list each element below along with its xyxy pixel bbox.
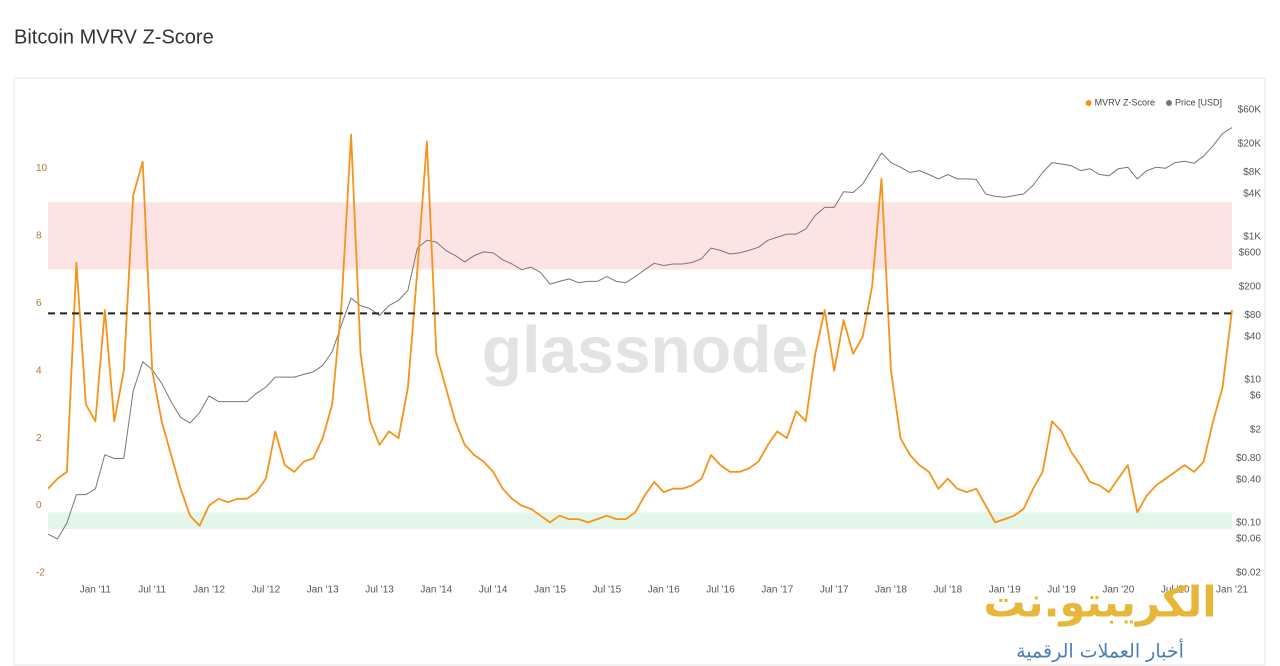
y-tick-label: 4 xyxy=(36,365,42,376)
x-tick-label: Jul '12 xyxy=(252,585,281,596)
x-tick-label: Jul '19 xyxy=(1047,585,1076,596)
y2-tick-label: $0.10 xyxy=(1236,518,1261,529)
x-tick-label: Jan '11 xyxy=(80,585,112,596)
x-tick-label: Jul '13 xyxy=(365,585,394,596)
x-tick-label: Jul '18 xyxy=(934,585,963,596)
logo-tagline: أخبار العملات الرقمية xyxy=(1016,639,1184,663)
y2-tick-label: $40 xyxy=(1244,332,1261,343)
x-tick-label: Jan '13 xyxy=(307,585,339,596)
x-tick-label: Jul '17 xyxy=(820,585,849,596)
x-tick-label: Jan '16 xyxy=(648,585,680,596)
plot-background xyxy=(48,202,1232,530)
y-tick-label: 10 xyxy=(36,163,48,174)
x-tick-label: Jan '18 xyxy=(875,585,907,596)
y-tick-label: 8 xyxy=(36,230,42,241)
band xyxy=(48,512,1232,530)
y2-tick-label: $10 xyxy=(1244,375,1261,386)
y2-tick-label: $600 xyxy=(1239,248,1262,259)
x-tick-label: Jan '15 xyxy=(534,585,566,596)
chart-frame xyxy=(13,77,1266,666)
y2-tick-label: $8K xyxy=(1243,167,1261,178)
logo-name: الكريبتو.نت xyxy=(983,578,1216,628)
y-tick-label: 0 xyxy=(36,500,42,511)
x-tick-label: Jan '21 xyxy=(1216,585,1248,596)
y-tick-label: 6 xyxy=(36,298,42,309)
x-tick-label: Jan '19 xyxy=(989,585,1021,596)
series-line xyxy=(47,133,1233,527)
x-tick-label: Jan '17 xyxy=(761,585,793,596)
y2-tick-label: $0.06 xyxy=(1236,534,1261,545)
x-tick-label: Jul '14 xyxy=(479,585,508,596)
legend-label: MVRV Z-Score xyxy=(1095,97,1155,107)
chart-title: Bitcoin MVRV Z-Score xyxy=(14,26,214,48)
y2-tick-label: $6 xyxy=(1250,391,1262,402)
x-tick-label: Jan '12 xyxy=(193,585,225,596)
y2-tick-label: $20K xyxy=(1238,139,1262,150)
y-tick-label: -2 xyxy=(36,568,45,579)
band xyxy=(48,202,1232,270)
y2-tick-label: $4K xyxy=(1243,189,1261,200)
x-tick-label: Jan '20 xyxy=(1102,585,1134,596)
x-tick-label: Jul '15 xyxy=(593,585,622,596)
x-tick-label: Jul '20 xyxy=(1161,585,1190,596)
x-tick-label: Jan '14 xyxy=(420,585,452,596)
y2-tick-label: $0.80 xyxy=(1236,453,1261,464)
watermark: glassnode xyxy=(482,312,808,386)
plot: -2 0 2 4 6 8 10 $60K $20K $8K $4K $1K $600 $200 $80 $40… xyxy=(36,97,1261,595)
y2-tick-label: $60K xyxy=(1238,105,1262,116)
y2-tick-label: $2 xyxy=(1250,425,1262,436)
y2-tick-label: $0.40 xyxy=(1236,475,1261,486)
legend-swatch xyxy=(1085,100,1092,106)
y2-tick-label: $200 xyxy=(1239,282,1262,293)
series-line xyxy=(47,127,1233,540)
x-tick-label: Jul '11 xyxy=(138,585,166,596)
y2-tick-label: $1K xyxy=(1243,232,1261,243)
y2-tick-label: $80 xyxy=(1244,310,1261,321)
y-tick-label: 2 xyxy=(36,433,42,444)
y2-tick-label: $0.02 xyxy=(1236,568,1261,579)
x-tick-label: Jul '16 xyxy=(706,585,735,596)
legend-swatch xyxy=(1165,100,1172,106)
legend-label: Price [USD] xyxy=(1175,97,1222,107)
